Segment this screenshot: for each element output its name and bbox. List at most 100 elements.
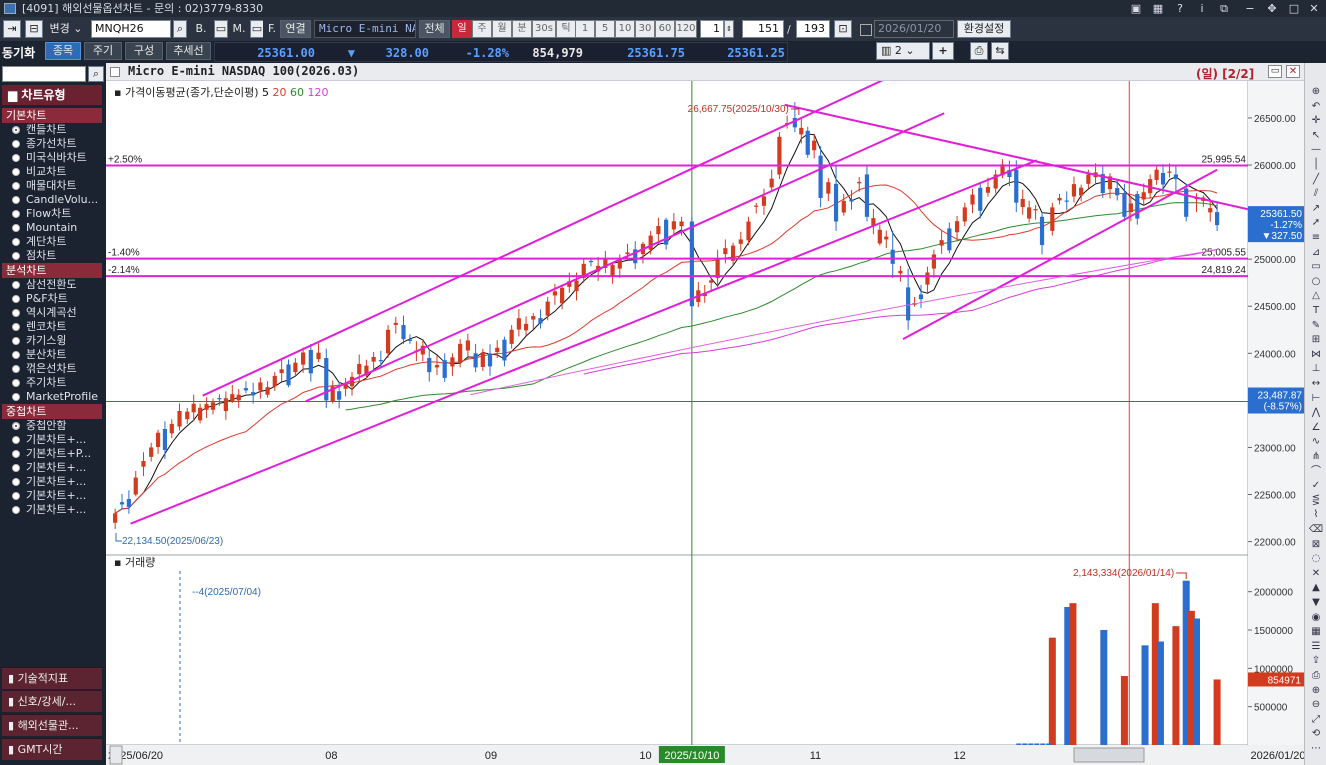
zig-icon[interactable]: ⋚ [1311,494,1321,506]
crosshair-icon[interactable]: ✛ [1311,115,1321,127]
down-icon[interactable]: ▼ [1312,597,1320,608]
zoom-out-icon[interactable]: ⊖ [1311,699,1321,711]
sync-label[interactable]: 동기화 [2,46,36,60]
info-icon[interactable]: i [1200,2,1204,15]
basic-chart-item[interactable]: Flow차트 [2,207,104,221]
overlay-chart-item[interactable]: 기본차트+... [2,475,104,489]
change-button[interactable]: 변경 ⌄ [44,20,88,38]
circle-icon[interactable]: ○ [1311,275,1321,287]
interval-10[interactable]: 10 [615,20,635,38]
brush-icon[interactable]: ⌇ [1313,509,1319,521]
overlay-chart-item[interactable]: 기본차트+... [2,433,104,447]
basic-chart-item[interactable]: 종가선차트 [2,137,104,151]
pitch-icon[interactable]: ⋔ [1311,451,1321,462]
move-icon[interactable]: ✥ [1267,2,1277,15]
hide-icon[interactable]: ◌ [1311,553,1321,565]
more-icon[interactable]: ⋯ [1311,743,1321,754]
pointer-icon[interactable]: ↖ [1311,129,1321,141]
date-field[interactable]: 2026/01/20 ⌄ [874,20,954,51]
basic-chart-item[interactable]: 계단차트 [2,235,104,249]
angle-icon[interactable]: ∠ [1311,421,1321,433]
overlay-chart-item[interactable]: 중첩안함 [2,419,104,433]
channel-icon[interactable]: ⫽ [1313,188,1319,200]
item-button[interactable]: 종목 [45,42,81,60]
period-icon[interactable]: ⊢ [1311,392,1321,404]
period-tick[interactable]: 틱 [556,20,576,38]
layout-icon[interactable]: ▦ [1152,2,1164,15]
period-30s[interactable]: 30s [532,20,556,38]
fit-icon[interactable]: ⤢ [1312,713,1320,725]
gann-icon[interactable]: ⊿ [1311,246,1321,258]
b-option-icon[interactable]: ▭ [214,20,228,38]
basic-chart-item[interactable]: 캔들차트 [2,123,104,137]
overlay-chart-item[interactable]: 기본차트+... [2,489,104,503]
rect-icon[interactable]: ▭ [1311,261,1321,273]
analysis-chart-item[interactable]: 삼선전환도 [2,278,104,292]
hline-icon[interactable]: — [1311,144,1321,156]
wave-icon[interactable]: ∿ [1311,436,1321,448]
triangle-icon[interactable]: △ [1312,290,1320,302]
eraser-icon[interactable]: ⌫ [1308,524,1324,535]
trendline-icon[interactable]: ╱ [1312,173,1320,185]
analysis-chart-item[interactable]: P&F차트 [2,292,104,306]
analysis-chart-item[interactable]: 꺾은선차트 [2,362,104,376]
mark-icon[interactable]: ✓ [1311,480,1321,492]
interval-1[interactable]: 1 [575,20,595,38]
sidebar-gmt[interactable]: ▮ GMT시간 [2,738,102,760]
up-icon[interactable]: ▲ [1312,582,1320,594]
chart-minimize-icon[interactable]: ▭ [1268,65,1282,78]
m-option-icon[interactable]: ▭ [250,20,264,38]
print-icon[interactable]: ⎙ [1312,670,1320,681]
interval-120[interactable]: 120 [675,20,697,38]
export-icon[interactable]: ⇆ [991,42,1009,60]
sidebar-futures[interactable]: ▮ 해외선물관... [2,714,102,736]
trend-button[interactable]: 추세선 [166,42,211,60]
ruler-icon[interactable]: ⊞ [1311,334,1321,346]
vline-icon[interactable]: │ [1312,159,1320,170]
chart-close-icon[interactable]: ✕ [1286,65,1300,78]
link-button[interactable]: 연결 [280,20,311,38]
sidebar-search-input[interactable] [2,66,86,82]
text-icon[interactable]: T [1312,305,1320,316]
chart-checkbox[interactable] [110,67,120,77]
zoom-in-icon[interactable]: ⊕ [1311,684,1321,696]
count-step-input[interactable]: 1 [700,20,724,38]
fib-icon[interactable]: ≡ [1311,232,1321,243]
help-icon[interactable]: ? [1177,2,1183,15]
magnet-icon[interactable]: ⊕ [1311,86,1321,97]
arrow-icon[interactable]: ➚ [1311,217,1321,229]
pen-icon[interactable]: ✎ [1311,319,1321,331]
range-icon[interactable]: ↔ [1311,378,1321,389]
eye-icon[interactable]: ◉ [1311,611,1321,623]
restore-icon[interactable]: ⧉ [1220,2,1228,15]
zoom-icon[interactable]: ⊡ [834,20,852,38]
analysis-chart-item[interactable]: 분산차트 [2,348,104,362]
reset-icon[interactable]: ⟲ [1311,728,1321,740]
symbol-input[interactable]: MNQH26 [91,20,171,38]
export-icon[interactable]: ⇪ [1311,655,1321,667]
grid-icon[interactable]: ▦ [1311,626,1321,638]
basic-chart-item[interactable]: CandleVolu... [2,193,104,207]
interval-60[interactable]: 60 [655,20,675,38]
overlay-chart-item[interactable]: 기본차트+... [2,503,104,517]
layout-button[interactable]: 구성 [125,42,163,60]
add-chart-icon[interactable]: + [932,42,954,60]
sidebar-tech-indicator[interactable]: ▮ 기술적지표 [2,667,102,689]
b-button[interactable]: B. [189,20,213,38]
layout-count-select[interactable]: ▥ 2 ⌄ [876,42,930,60]
arc-icon[interactable]: ⌒ [1311,465,1321,477]
date-checkbox[interactable] [860,24,872,36]
lock-icon[interactable]: ⇥ [3,20,21,38]
symbol-search-icon[interactable]: ⊟ [25,20,43,38]
analysis-chart-item[interactable]: 렌코차트 [2,320,104,334]
interval-30[interactable]: 30 [635,20,655,38]
basic-chart-item[interactable]: 매물대차트 [2,179,104,193]
interval-5[interactable]: 5 [595,20,615,38]
pin-icon[interactable]: ▣ [1130,2,1142,15]
basic-chart-item[interactable]: 비교차트 [2,165,104,179]
minimize-icon[interactable]: − [1245,2,1255,15]
sidebar-signal[interactable]: ▮ 신호/강세/... [2,690,102,712]
price-volume-chart[interactable]: 26500.0026000.0025500.0025000.0024500.00… [106,81,1304,765]
period-month[interactable]: 월 [492,20,512,38]
close-icon[interactable]: ✕ [1309,2,1319,15]
